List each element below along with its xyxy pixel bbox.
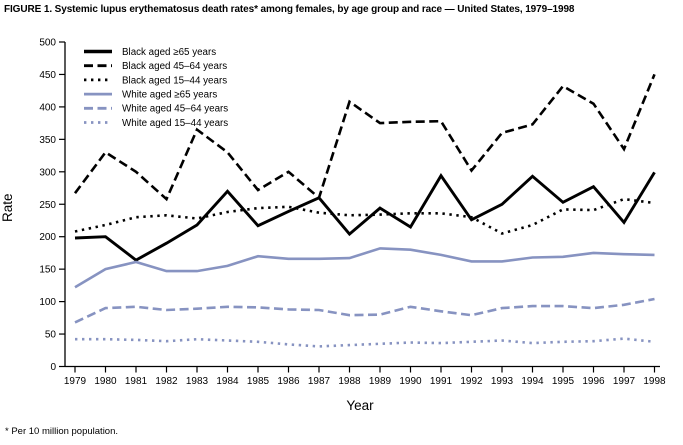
- legend-label-6: White aged 15–44 years: [122, 118, 228, 129]
- y-tick-label: 150: [39, 265, 56, 276]
- x-tick-label: 1991: [430, 376, 453, 387]
- x-tick-label: 1989: [369, 376, 392, 387]
- x-tick-label: 1983: [186, 376, 209, 387]
- legend-label-4: White aged ≥65 years: [122, 90, 217, 101]
- series-line-6: [75, 337, 655, 348]
- series-line-5: [74, 297, 655, 324]
- series-line-1: [74, 171, 656, 262]
- footnote: * Per 10 million population.: [5, 426, 119, 437]
- series-line-4: [74, 247, 655, 289]
- y-tick-label: 100: [39, 297, 56, 308]
- y-tick-label: 400: [39, 102, 56, 113]
- y-tick-label: 0: [50, 362, 56, 373]
- legend-label-3: Black aged 15–44 years: [122, 75, 227, 86]
- y-tick-label: 350: [39, 135, 56, 146]
- x-tick-label: 1985: [247, 376, 270, 387]
- series-line-3: [74, 197, 655, 235]
- x-tick-label: 1990: [399, 376, 422, 387]
- x-tick-label: 1997: [613, 376, 636, 387]
- x-tick-label: 1994: [521, 376, 544, 387]
- x-tick-label: 1998: [643, 376, 666, 387]
- x-tick-label: 1996: [582, 376, 605, 387]
- x-tick-label: 1982: [155, 376, 178, 387]
- y-tick-label: 500: [39, 38, 56, 49]
- y-tick-label: 450: [39, 70, 56, 81]
- x-tick-label: 1993: [491, 376, 514, 387]
- x-tick-label: 1980: [94, 376, 117, 387]
- x-tick-label: 1992: [460, 376, 483, 387]
- x-tick-label: 1986: [277, 376, 300, 387]
- legend-label-1: Black aged ≥65 years: [122, 47, 216, 58]
- y-tick-label: 200: [39, 232, 56, 243]
- legend-label-2: Black aged 45–64 years: [122, 61, 227, 72]
- x-tick-label: 1979: [64, 376, 87, 387]
- y-tick-label: 300: [39, 167, 56, 178]
- legend-label-5: White aged 45–64 years: [122, 104, 228, 115]
- figure-title: FIGURE 1. Systemic lupus erythematosus d…: [4, 4, 575, 15]
- x-axis-title: Year: [346, 398, 374, 413]
- series-line-2: [73, 73, 656, 202]
- x-tick-label: 1995: [552, 376, 575, 387]
- x-tick-label: 1981: [125, 376, 148, 387]
- y-tick-label: 250: [39, 200, 56, 211]
- x-tick-label: 1987: [308, 376, 331, 387]
- y-tick-label: 50: [45, 330, 57, 341]
- x-tick-label: 1988: [338, 376, 361, 387]
- x-tick-label: 1984: [216, 376, 239, 387]
